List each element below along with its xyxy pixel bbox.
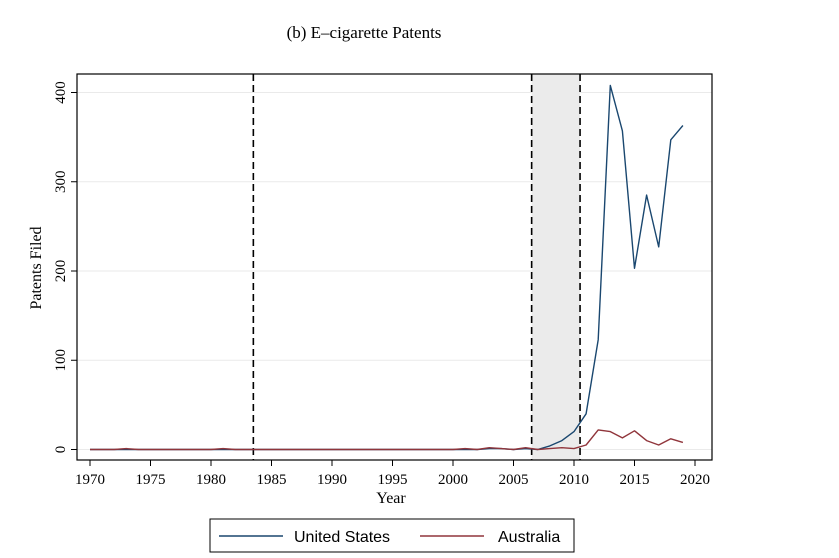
x-tick-label: 1995 [378,472,408,488]
x-axis-label: Year [376,490,406,507]
legend-label: Australia [498,529,560,546]
series-line-united-states [90,84,684,451]
x-tick-label: 2000 [438,472,468,488]
legend: United States Australia [209,518,575,553]
y-tick-label: 300 [53,171,69,194]
x-tick-label: 2005 [499,472,529,488]
shaded-region [531,74,581,460]
y-tick-label: 100 [53,349,69,372]
series-line-australia [90,429,684,451]
x-axis: 1970 1975 1980 1985 1990 1995 2000 2005 2010 2015… [75,460,710,488]
x-tick-label: 1970 [75,472,105,488]
x-tick-label: 1985 [257,472,287,488]
chart-title: (b) E–cigarette Patents [287,23,442,42]
x-tick-label: 2015 [620,472,650,488]
x-tick-label: 1975 [136,472,166,488]
x-tick-label: 1980 [196,472,226,488]
y-tick-label: 200 [53,260,69,283]
grid-lines [77,92,712,450]
y-tick-label: 400 [53,81,69,104]
x-tick-label: 2010 [559,472,589,488]
vertical-reference-lines [252,74,581,460]
y-tick-label: 0 [53,446,69,454]
legend-label: United States [294,529,390,546]
y-axis: 0 100 200 300 400 [53,81,77,453]
x-tick-label: 2020 [680,472,710,488]
series-lines [90,84,684,451]
plot-area-frame [76,73,713,461]
y-axis-label: Patents Filed [28,226,45,309]
x-tick-label: 1990 [317,472,347,488]
